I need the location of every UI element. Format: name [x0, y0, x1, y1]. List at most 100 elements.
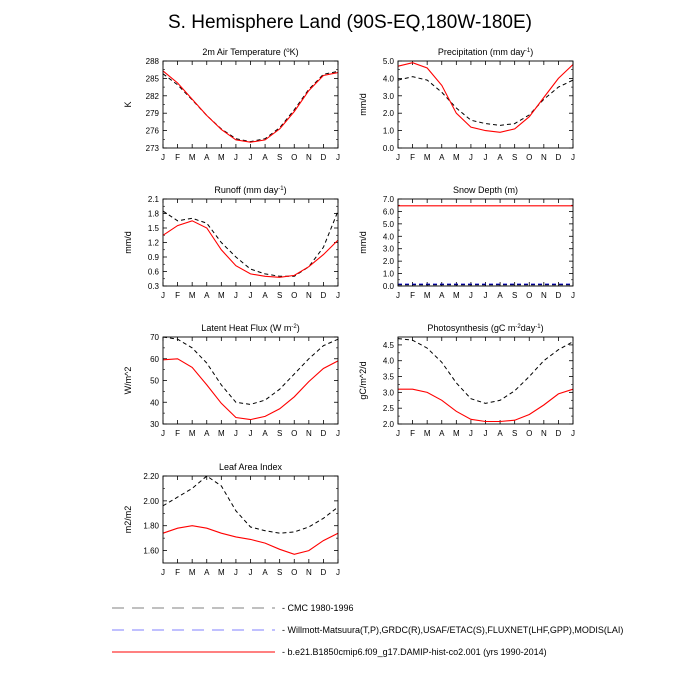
x-tick-label: M — [218, 429, 225, 438]
y-tick-label: 3.5 — [383, 373, 395, 382]
y-tick-label: 7.0 — [383, 195, 395, 204]
x-tick-label: O — [526, 429, 532, 438]
x-tick-label: A — [497, 429, 503, 438]
x-tick-label: F — [410, 153, 415, 162]
chart-panel: 2m Air Temperature (oK) K 273 276 279 282 285 2… — [123, 47, 340, 162]
y-tick-label: 1.80 — [143, 522, 159, 531]
series-line-model — [398, 388, 574, 423]
x-tick-label: M — [218, 291, 225, 300]
chart-title-text: Snow Depth (m) — [453, 185, 518, 195]
x-tick-label: O — [291, 291, 297, 300]
y-tick-label: 2.00 — [143, 497, 159, 506]
x-tick-label: A — [204, 153, 210, 162]
x-tick-label: F — [175, 291, 180, 300]
chart-title: Photosynthesis (gC m-2day-1) — [427, 323, 543, 333]
x-tick-label: A — [204, 429, 210, 438]
series-line-model — [397, 62, 574, 133]
series-line-obs1 — [162, 475, 339, 534]
y-tick-label: 276 — [146, 127, 160, 136]
chart-title: Snow Depth (m) — [453, 185, 518, 195]
chart-title: Latent Heat Flux (W m-2) — [201, 323, 299, 333]
chart-panel: Runoff (mm day-1) mm/d 0.3 0.6 0.9 1.2 1.5 1.8 2… — [123, 185, 340, 300]
chart-panel: Precipitation (mm day-1) mm/d 0.0 1.0 2.0 3.0… — [358, 47, 575, 162]
x-tick-label: J — [249, 429, 253, 438]
y-tick-label: 2.0 — [383, 109, 395, 118]
x-tick-label: D — [556, 291, 562, 300]
x-tick-label: M — [424, 153, 431, 162]
x-tick-label: D — [321, 291, 327, 300]
plot-frame — [162, 60, 339, 149]
y-tick-label: 0.0 — [383, 282, 395, 291]
legend-label: - b.e21.B1850cmip6.f09_g17.DAMIP-hist-co… — [282, 647, 547, 657]
series-line-obs1 — [162, 336, 339, 405]
chart-title-text: day — [521, 323, 536, 333]
x-tick-label: M — [189, 291, 196, 300]
x-tick-label: S — [277, 291, 282, 300]
chart-title-superscript: -1 — [525, 48, 531, 54]
x-tick-label: N — [306, 153, 312, 162]
y-tick-label: 0.0 — [383, 144, 395, 153]
x-tick-label: A — [439, 153, 445, 162]
chart-title-text: ) — [541, 323, 544, 333]
chart-title-text: ) — [530, 47, 533, 57]
chart-panel: Snow Depth (m) mm/d 0.0 1.0 2.0 3.0 4.0 5.0 6.0 7… — [358, 185, 575, 300]
x-tick-label: J — [249, 291, 253, 300]
y-tick-label: 288 — [146, 57, 160, 66]
x-tick-label: J — [336, 153, 340, 162]
page-title: S. Hemisphere Land (90S-EQ,180W-180E) — [168, 12, 532, 33]
chart-title-text: Runoff (mm day — [214, 185, 278, 195]
series-line-obs1 — [397, 76, 574, 126]
x-tick-label: J — [161, 429, 165, 438]
x-tick-label: J — [161, 291, 165, 300]
x-tick-label: N — [306, 568, 312, 577]
x-tick-label: J — [484, 291, 488, 300]
x-tick-label: N — [306, 291, 312, 300]
x-tick-label: A — [262, 153, 268, 162]
x-tick-label: J — [469, 291, 473, 300]
x-tick-label: N — [541, 291, 547, 300]
x-tick-label: J — [396, 153, 400, 162]
y-tick-label: 1.0 — [383, 270, 395, 279]
y-tick-label: 50 — [150, 377, 159, 386]
y-tick-label: 0.6 — [148, 268, 160, 277]
series-line-model — [162, 220, 339, 278]
x-tick-label: A — [497, 153, 503, 162]
x-tick-label: J — [249, 568, 253, 577]
x-tick-label: J — [484, 429, 488, 438]
y-tick-label: 279 — [146, 109, 160, 118]
chart-title-superscript: -2 — [515, 324, 521, 330]
x-tick-label: A — [262, 568, 268, 577]
chart-title-superscript: o — [286, 48, 290, 54]
x-tick-label: N — [306, 429, 312, 438]
y-tick-label: 2.20 — [143, 472, 159, 481]
y-tick-label: 60 — [150, 355, 159, 364]
y-tick-label: 4.5 — [383, 341, 395, 350]
x-tick-label: M — [189, 153, 196, 162]
x-tick-label: J — [571, 291, 575, 300]
x-tick-label: J — [161, 153, 165, 162]
y-tick-label: 285 — [146, 74, 160, 83]
x-tick-label: S — [512, 153, 517, 162]
x-tick-label: N — [541, 153, 547, 162]
chart-title-text: Leaf Area Index — [219, 462, 283, 472]
x-tick-label: D — [556, 429, 562, 438]
y-tick-label: 30 — [150, 420, 159, 429]
plot-frame — [397, 60, 574, 149]
x-tick-label: A — [262, 429, 268, 438]
chart-title-text: 2m Air Temperature ( — [202, 47, 286, 57]
y-axis-label: gC/m^2/d — [358, 361, 368, 399]
x-tick-label: J — [469, 153, 473, 162]
x-tick-label: A — [204, 291, 210, 300]
y-axis-label: mm/d — [358, 231, 368, 254]
y-tick-label: 2.0 — [383, 257, 395, 266]
x-tick-label: J — [571, 153, 575, 162]
x-tick-label: J — [336, 429, 340, 438]
chart-title-text: Photosynthesis (gC m — [427, 323, 515, 333]
y-tick-label: 1.60 — [143, 547, 159, 556]
x-tick-label: J — [161, 568, 165, 577]
x-tick-label: F — [175, 429, 180, 438]
legend-label: - CMC 1980-1996 — [282, 603, 354, 613]
